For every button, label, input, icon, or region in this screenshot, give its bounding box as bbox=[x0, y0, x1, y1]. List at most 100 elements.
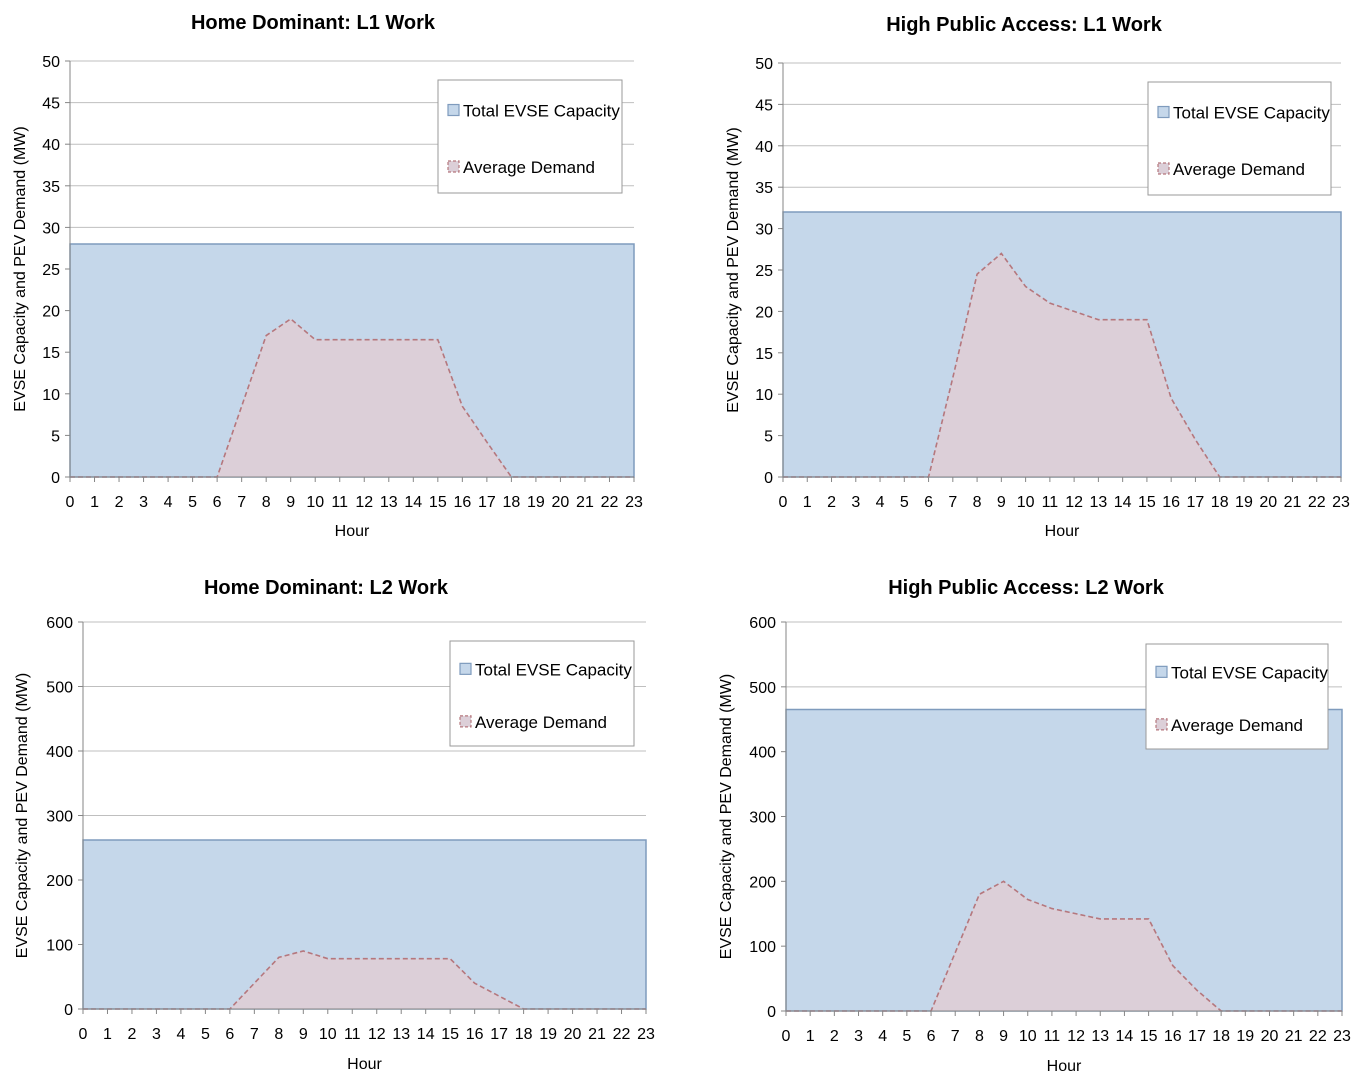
x-axis-label: Hour bbox=[1047, 1058, 1082, 1073]
y-tick-label: 100 bbox=[46, 938, 73, 955]
y-tick-label: 300 bbox=[749, 810, 776, 827]
x-tick-label: 23 bbox=[637, 1026, 655, 1043]
y-tick-label: 10 bbox=[42, 387, 60, 404]
legend-label-demand: Average Demand bbox=[463, 158, 595, 177]
x-tick-label: 9 bbox=[999, 1028, 1008, 1045]
legend-swatch-capacity bbox=[459, 662, 472, 675]
x-tick-label: 13 bbox=[380, 494, 398, 511]
x-tick-label: 12 bbox=[1067, 1028, 1085, 1045]
demand-line bbox=[83, 950, 646, 1010]
y-tick-label: 25 bbox=[42, 262, 60, 279]
y-tick-label: 30 bbox=[755, 222, 773, 239]
y-tick-label: 35 bbox=[755, 180, 773, 197]
x-axis-label: Hour bbox=[335, 523, 370, 540]
x-tick-label: 19 bbox=[527, 494, 545, 511]
y-tick-label: 600 bbox=[46, 615, 73, 632]
x-tick-label: 13 bbox=[392, 1026, 410, 1043]
x-tick-label: 6 bbox=[213, 494, 222, 511]
x-tick-label: 0 bbox=[79, 1026, 88, 1043]
x-tick-label: 16 bbox=[1164, 1028, 1182, 1045]
x-tick-label: 20 bbox=[552, 494, 570, 511]
y-tick-label: 600 bbox=[749, 615, 776, 632]
x-tick-label: 22 bbox=[613, 1026, 631, 1043]
x-tick-label: 23 bbox=[625, 494, 643, 511]
x-tick-label: 20 bbox=[1259, 494, 1277, 511]
legend-swatch-demand bbox=[447, 160, 460, 173]
x-tick-label: 3 bbox=[152, 1026, 161, 1043]
x-tick-label: 14 bbox=[404, 494, 422, 511]
x-tick-label: 11 bbox=[1042, 494, 1059, 511]
chart-title: Home Dominant: L1 Work bbox=[191, 12, 436, 34]
x-tick-label: 19 bbox=[1236, 1028, 1254, 1045]
x-tick-label: 6 bbox=[924, 494, 933, 511]
x-tick-label: 0 bbox=[66, 494, 75, 511]
x-tick-label: 14 bbox=[1116, 1028, 1134, 1045]
x-tick-label: 17 bbox=[1187, 494, 1205, 511]
x-tick-label: 20 bbox=[1261, 1028, 1279, 1045]
x-tick-label: 5 bbox=[902, 1028, 911, 1045]
x-tick-label: 15 bbox=[1138, 494, 1156, 511]
x-tick-label: 11 bbox=[344, 1026, 361, 1043]
y-axis-label: EVSE Capacity and PEV Demand (MW) bbox=[12, 126, 29, 411]
x-tick-label: 8 bbox=[274, 1026, 283, 1043]
x-tick-label: 1 bbox=[103, 1026, 112, 1043]
x-tick-label: 5 bbox=[900, 494, 909, 511]
x-tick-label: 7 bbox=[948, 494, 957, 511]
x-tick-label: 12 bbox=[368, 1026, 386, 1043]
x-tick-label: 3 bbox=[854, 1028, 863, 1045]
chart-title: High Public Access: L2 Work bbox=[888, 577, 1165, 599]
y-tick-label: 10 bbox=[755, 387, 773, 404]
x-tick-label: 21 bbox=[576, 494, 594, 511]
y-tick-label: 0 bbox=[764, 470, 773, 487]
x-tick-label: 2 bbox=[128, 1026, 137, 1043]
chart-public-l2: High Public Access: L2 Work0100200300400… bbox=[718, 577, 1351, 1073]
legend-box bbox=[437, 79, 623, 194]
demand-area bbox=[783, 253, 1341, 477]
chart-title: Home Dominant: L2 Work bbox=[204, 577, 449, 599]
chart-panel-home-l2: Home Dominant: L2 Work 0 100 200 300 400 500 60… bbox=[0, 536, 676, 1073]
x-tick-label: 17 bbox=[478, 494, 496, 511]
x-tick-label: 18 bbox=[502, 494, 520, 511]
y-tick-label: 5 bbox=[51, 428, 60, 445]
x-tick-label: 1 bbox=[90, 494, 99, 511]
x-tick-label: 1 bbox=[806, 1028, 815, 1045]
x-tick-label: 4 bbox=[878, 1028, 887, 1045]
y-tick-label: 0 bbox=[767, 1004, 776, 1021]
legend-label-capacity: Total EVSE Capacity bbox=[463, 102, 620, 121]
x-tick-label: 20 bbox=[564, 1026, 582, 1043]
legend-label-demand: Average Demand bbox=[475, 713, 607, 732]
legend-swatch-demand bbox=[1155, 718, 1168, 731]
legend-label-capacity: Total EVSE Capacity bbox=[1173, 104, 1330, 123]
x-tick-label: 10 bbox=[1019, 1028, 1037, 1045]
x-tick-label: 0 bbox=[779, 494, 788, 511]
x-tick-label: 23 bbox=[1333, 1028, 1351, 1045]
x-tick-label: 13 bbox=[1089, 494, 1107, 511]
chart-public-l1: High Public Access: L1 Work0510152025303… bbox=[725, 14, 1350, 540]
x-tick-label: 4 bbox=[176, 1026, 185, 1043]
x-tick-label: 15 bbox=[1140, 1028, 1158, 1045]
y-tick-label: 15 bbox=[755, 346, 773, 363]
x-tick-label: 7 bbox=[250, 1026, 259, 1043]
x-tick-label: 13 bbox=[1091, 1028, 1109, 1045]
x-tick-label: 18 bbox=[1212, 1028, 1230, 1045]
x-tick-label: 4 bbox=[164, 494, 173, 511]
x-tick-label: 6 bbox=[225, 1026, 234, 1043]
chart-panel-public-l2: High Public Access: L2 Work 0 100 200 300 400… bbox=[676, 536, 1352, 1073]
x-tick-label: 22 bbox=[1309, 1028, 1327, 1045]
chart-home-l2: Home Dominant: L2 Work010020030040050060… bbox=[14, 577, 655, 1073]
x-tick-label: 8 bbox=[262, 494, 271, 511]
capacity-area bbox=[82, 839, 647, 1010]
x-tick-label: 5 bbox=[201, 1026, 210, 1043]
x-tick-label: 11 bbox=[1044, 1028, 1061, 1045]
x-tick-label: 8 bbox=[973, 494, 982, 511]
x-tick-label: 18 bbox=[515, 1026, 533, 1043]
chart-panel-home-l1: Home Dominant: L1 Work 0 5 10 15 20 25 30 35 40 45… bbox=[0, 0, 676, 540]
x-tick-label: 12 bbox=[1065, 494, 1083, 511]
x-tick-label: 22 bbox=[1308, 494, 1326, 511]
y-tick-label: 0 bbox=[64, 1002, 73, 1019]
x-tick-label: 21 bbox=[588, 1026, 606, 1043]
demand-area bbox=[83, 950, 646, 1009]
x-tick-label: 18 bbox=[1211, 494, 1229, 511]
x-tick-label: 9 bbox=[997, 494, 1006, 511]
y-axis-label: EVSE Capacity and PEV Demand (MW) bbox=[718, 674, 735, 959]
